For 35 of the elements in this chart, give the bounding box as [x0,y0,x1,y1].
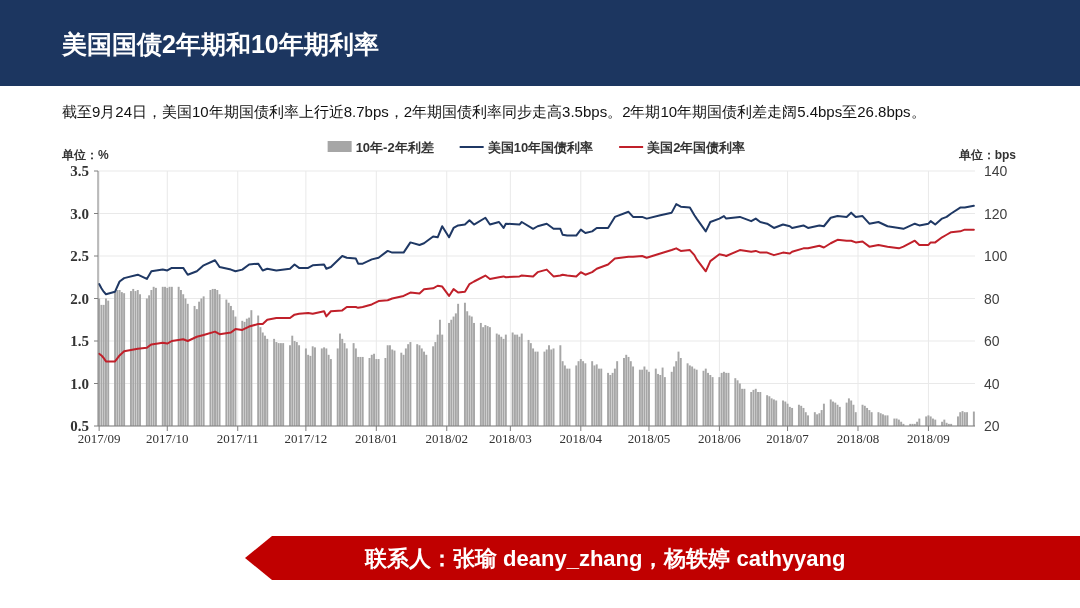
x-tick-label: 2018/03 [489,431,532,446]
subtitle: 截至9月24日，美国10年期国债利率上行近8.7bps，2年期国债利率同步走高3.5bps。2年期10年期国债利差走阔5.4bps至26.8bps。 [62,103,926,120]
ylabel: 单位：% [62,148,109,162]
y2label: 单位：bps [958,148,1016,162]
y-tick-label: 1.0 [70,375,89,392]
legend-label: 10年-2年利差 [355,140,434,155]
x-tick-label: 2018/04 [559,431,603,446]
y-tick-label: 3.0 [70,205,89,222]
y-tick-label: 3.5 [70,163,89,179]
annotation: 联系人：张瑜 deany_zhang，杨轶婷 cathyyang [365,546,846,571]
y2-tick-label: 140 [984,163,1008,179]
y2-tick-label: 100 [984,248,1008,264]
y2-tick-label: 20 [984,418,1000,434]
y2-tick-label: 120 [984,205,1008,222]
x-tick-label: 2018/06 [698,431,742,446]
legend-label: 美国10年国债利率 [486,140,594,155]
x-tick-label: 2017/11 [216,431,259,446]
y-tick-label: 1.5 [70,333,89,349]
x-tick-label: 2017/09 [77,431,121,446]
x-tick-label: 2018/09 [907,431,950,446]
x-tick-label: 2018/07 [766,431,810,446]
title: 美国国债2年期和10年期利率 [62,30,379,58]
y2-tick-label: 40 [984,375,1000,392]
y-tick-label: 2.0 [70,290,89,307]
x-tick-label: 2018/05 [627,431,671,446]
y2-tick-label: 80 [984,290,1000,307]
x-tick-label: 2017/12 [284,431,328,446]
x-tick-label: 2018/08 [836,431,880,446]
x-tick-label: 2018/02 [425,431,469,446]
x-tick-label: 2018/01 [355,431,398,446]
y-tick-label: 2.5 [70,248,89,264]
y2-tick-label: 60 [984,333,1000,349]
x-tick-label: 2017/10 [145,431,189,446]
legend-label: 美国2年国债利率 [646,140,746,155]
y-tick-label: 0.5 [70,418,89,434]
